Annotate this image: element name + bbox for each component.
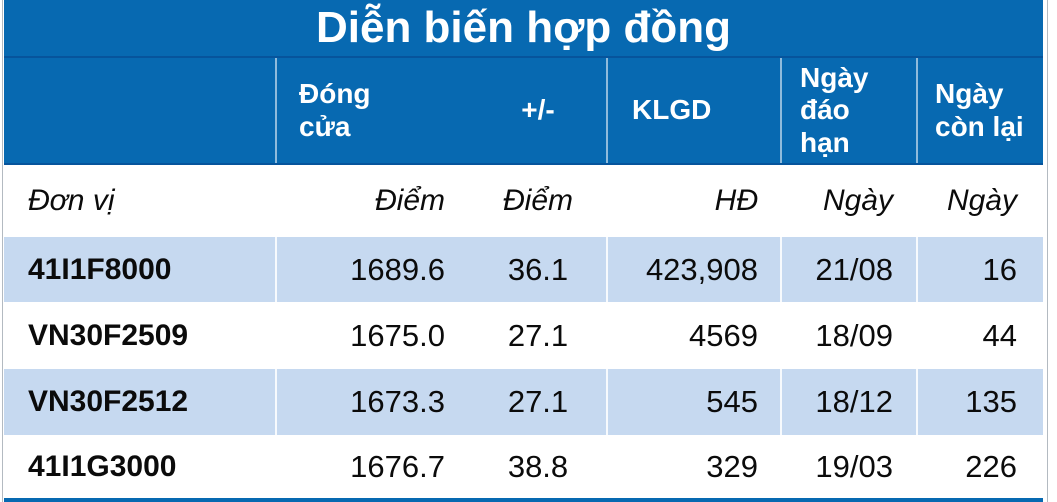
header-label-expiry-date: Ngày đáo hạn [800,61,869,158]
contract-name-cell: VN30F2512 [4,369,277,435]
volume-value-cell: 329 [608,435,782,498]
close-value-cell: 1675.0 [350,317,445,353]
table-row: VN30F2512 1673.3 27.1 545 18/12 135 [4,369,1043,435]
header-cell-volume: KLGD [608,58,782,163]
unit-volume: HĐ [608,165,782,237]
header-label-volume: KLGD [632,94,712,126]
header-cell-days-left: Ngày còn lại [918,58,1043,163]
header-cell-expiry-date: Ngày đáo hạn [782,58,918,163]
volume-value-cell: 423,908 [608,237,782,302]
contract-table: Diễn biến hợp đồng Đóng cửa +/- KLGD Ngà… [4,0,1043,502]
header-row: Đóng cửa +/- KLGD Ngày đáo hạn Ngày còn … [4,58,1043,165]
days-left-cell: 226 [965,448,1017,484]
close-value-cell: 1689.6 [350,251,445,287]
right-border-line [1047,0,1048,502]
contract-name-cell: 41I1G3000 [4,435,277,498]
header-label-change: +/- [521,94,555,126]
bottom-accent-bar [4,498,1043,502]
header-label-close: Đóng cửa [299,78,371,142]
header-cell-contract [4,58,277,163]
unit-days-left: Ngày [946,184,1017,217]
header-cell-close: Đóng cửa [277,58,470,163]
days-left-cell: 16 [982,251,1017,287]
left-border-line [2,0,3,502]
change-value-cell: 27.1 [470,369,608,435]
volume-value-cell: 545 [608,369,782,435]
volume-value-cell: 4569 [608,302,782,369]
expiry-date-cell: 19/03 [782,435,918,498]
unit-expiry-date: Ngày [782,165,918,237]
unit-close: Điểm [374,184,445,217]
table-row: 41I1F8000 1689.6 36.1 423,908 21/08 16 [4,237,1043,302]
unit-contract: Đơn vị [4,165,277,237]
header-cell-change: +/- [470,58,608,163]
contract-name-cell: 41I1F8000 [4,237,277,302]
close-value-cell: 1676.7 [350,448,445,484]
change-value-cell: 38.8 [470,435,608,498]
table-row: VN30F2509 1675.0 27.1 4569 18/09 44 [4,302,1043,369]
panel-title: Diễn biến hợp đồng [4,0,1043,58]
change-value-cell: 36.1 [470,237,608,302]
unit-change: Điểm [470,165,608,237]
close-value-cell: 1673.3 [350,384,445,419]
header-label-days-left: Ngày còn lại [935,78,1024,142]
contract-name-cell: VN30F2509 [4,302,277,369]
days-left-cell: 44 [982,317,1017,353]
expiry-date-cell: 21/08 [782,237,918,302]
units-row: Đơn vị Điểm Điểm HĐ Ngày Ngày [4,165,1043,237]
days-left-cell: 135 [965,384,1017,419]
expiry-date-cell: 18/12 [782,369,918,435]
table-row: 41I1G3000 1676.7 38.8 329 19/03 226 [4,435,1043,498]
change-value-cell: 27.1 [470,302,608,369]
expiry-date-cell: 18/09 [782,302,918,369]
